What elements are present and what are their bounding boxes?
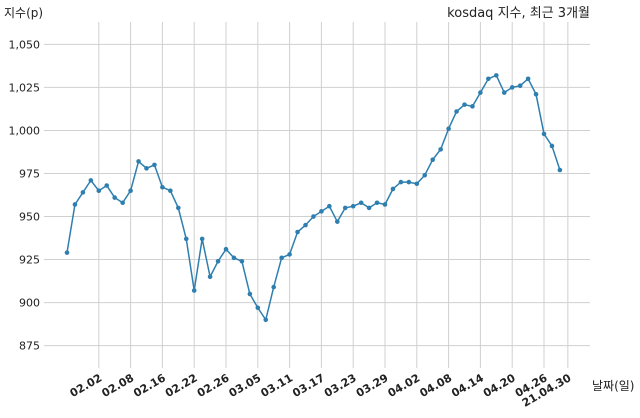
data-point	[486, 76, 491, 82]
x-tick-label: 04.14	[449, 371, 486, 400]
x-tick-label: 03.29	[354, 371, 391, 400]
x-tick-label: 03.17	[290, 371, 327, 400]
y-axis-label: 지수(p)	[4, 6, 43, 20]
data-point	[446, 126, 451, 132]
data-point	[319, 209, 324, 214]
x-tick-label: 02.26	[195, 371, 232, 400]
x-tick-label: 02.22	[163, 371, 200, 400]
data-point	[406, 179, 412, 185]
data-point	[152, 162, 157, 168]
data-point	[335, 219, 340, 224]
data-point	[430, 157, 436, 163]
data-point	[128, 188, 133, 193]
data-point	[247, 291, 253, 297]
data-point	[454, 109, 459, 114]
data-point	[414, 181, 420, 187]
y-tick-labels: 875 900 925 950 975 1,000 1,025 1,050	[9, 38, 41, 352]
data-point	[176, 205, 181, 211]
data-point	[183, 236, 189, 242]
data-point	[96, 188, 102, 193]
y-tick-label: 875	[19, 340, 40, 353]
data-point	[494, 73, 499, 78]
x-tick-label: 03.11	[258, 371, 295, 400]
data-point	[295, 229, 300, 235]
x-tick-label: 04.02	[386, 371, 423, 400]
data-point	[462, 102, 467, 107]
data-point	[470, 104, 475, 109]
data-point	[64, 250, 70, 255]
data-point	[533, 91, 539, 97]
y-tick-label: 1,025	[9, 81, 41, 94]
data-point	[279, 255, 284, 261]
x-tick-label: 04.20	[481, 371, 518, 400]
x-gridlines	[98, 22, 569, 368]
data-point	[525, 76, 531, 82]
x-tick-label: 02.08	[99, 371, 136, 400]
data-point	[160, 184, 165, 190]
series-points	[64, 73, 563, 323]
x-tick-label: 03.23	[322, 371, 359, 400]
data-point	[509, 85, 515, 90]
x-tick-label: 02.16	[131, 371, 168, 400]
data-point	[287, 252, 292, 257]
x-tick-label: 04.08	[417, 371, 454, 400]
y-tick-label: 900	[19, 297, 40, 310]
data-point	[478, 90, 483, 95]
data-point	[438, 147, 443, 152]
chart-title: kosdaq 지수, 최근 3개월	[447, 6, 590, 21]
series-line	[66, 74, 561, 322]
data-point	[80, 190, 86, 195]
data-point	[327, 203, 332, 209]
data-point	[303, 222, 308, 228]
data-point	[112, 195, 117, 200]
y-tick-label: 1,000	[9, 124, 41, 137]
x-tick-labels: 02.0202.0802.1602.2202.2603.0503.1103.17…	[68, 371, 574, 410]
data-point	[271, 284, 277, 290]
y-tick-label: 975	[19, 167, 40, 180]
data-point	[215, 258, 221, 264]
data-point	[120, 200, 125, 206]
data-point	[136, 159, 141, 164]
data-point	[422, 172, 428, 178]
y-tick-label: 1,050	[9, 38, 41, 51]
data-point	[541, 131, 547, 137]
data-point	[311, 214, 316, 219]
data-point	[144, 166, 149, 171]
data-point	[549, 143, 555, 149]
data-point	[199, 236, 205, 242]
y-tick-label: 925	[19, 254, 40, 267]
x-tick-label: 03.05	[227, 371, 264, 400]
data-point	[557, 167, 563, 173]
data-point	[207, 274, 213, 280]
data-point	[255, 305, 261, 311]
data-point	[390, 186, 396, 192]
data-point	[398, 179, 404, 185]
data-point	[72, 202, 78, 207]
data-point	[191, 288, 197, 293]
data-point	[104, 183, 110, 188]
data-point	[263, 317, 269, 323]
data-point	[350, 203, 356, 209]
data-point	[88, 178, 94, 183]
data-point	[382, 202, 388, 207]
data-point	[501, 90, 507, 95]
data-point	[517, 83, 523, 88]
y-tick-label: 950	[19, 211, 40, 224]
data-point	[342, 205, 348, 211]
data-point	[223, 246, 229, 252]
x-tick-label: 02.02	[68, 371, 105, 400]
data-point	[374, 200, 380, 206]
data-point	[366, 205, 372, 211]
data-point	[358, 200, 364, 206]
data-point	[168, 188, 173, 193]
x-axis-label: 날짜(일)	[592, 379, 634, 393]
data-point	[231, 255, 237, 261]
data-point	[239, 258, 245, 264]
